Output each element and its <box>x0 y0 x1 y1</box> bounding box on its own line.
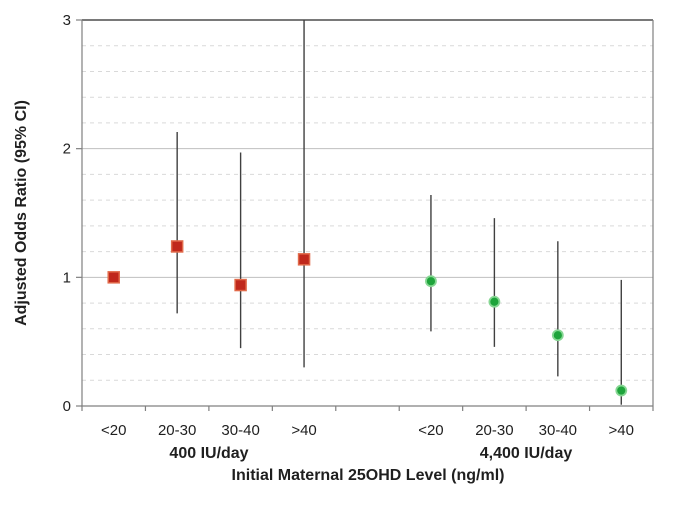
x-axis-title: Initial Maternal 25OHD Level (ng/ml) <box>231 467 505 484</box>
x-category-label: <20 <box>101 422 126 439</box>
x-category-label: >40 <box>291 422 316 439</box>
data-point-square-marker <box>297 253 311 266</box>
group-label-4400-iu: 4,400 IU/day <box>479 445 573 462</box>
data-point-circle-marker <box>488 295 501 308</box>
data-point-circle-marker <box>551 329 564 342</box>
y-tick-label: 3 <box>63 12 71 29</box>
data-point-square-marker <box>234 278 247 292</box>
x-category-label: <20 <box>418 422 443 439</box>
y-axis-title: Adjusted Odds Ratio (95% CI) <box>13 100 30 326</box>
x-category-label: 20-30 <box>158 422 196 439</box>
data-point-square-marker <box>170 240 184 253</box>
group-label-400-iu: 400 IU/day <box>169 445 249 462</box>
x-category-label: 30-40 <box>221 422 259 439</box>
y-tick-label: 0 <box>63 398 71 415</box>
y-tick-label: 1 <box>63 269 71 286</box>
x-category-label: 20-30 <box>475 422 513 439</box>
data-point-circle-marker <box>425 275 437 288</box>
data-point-square-marker <box>107 271 120 284</box>
x-category-label: 30-40 <box>539 422 577 439</box>
y-tick-label: 2 <box>63 141 71 158</box>
x-category-label: >40 <box>609 422 634 439</box>
data-point-circle-marker <box>615 384 628 397</box>
